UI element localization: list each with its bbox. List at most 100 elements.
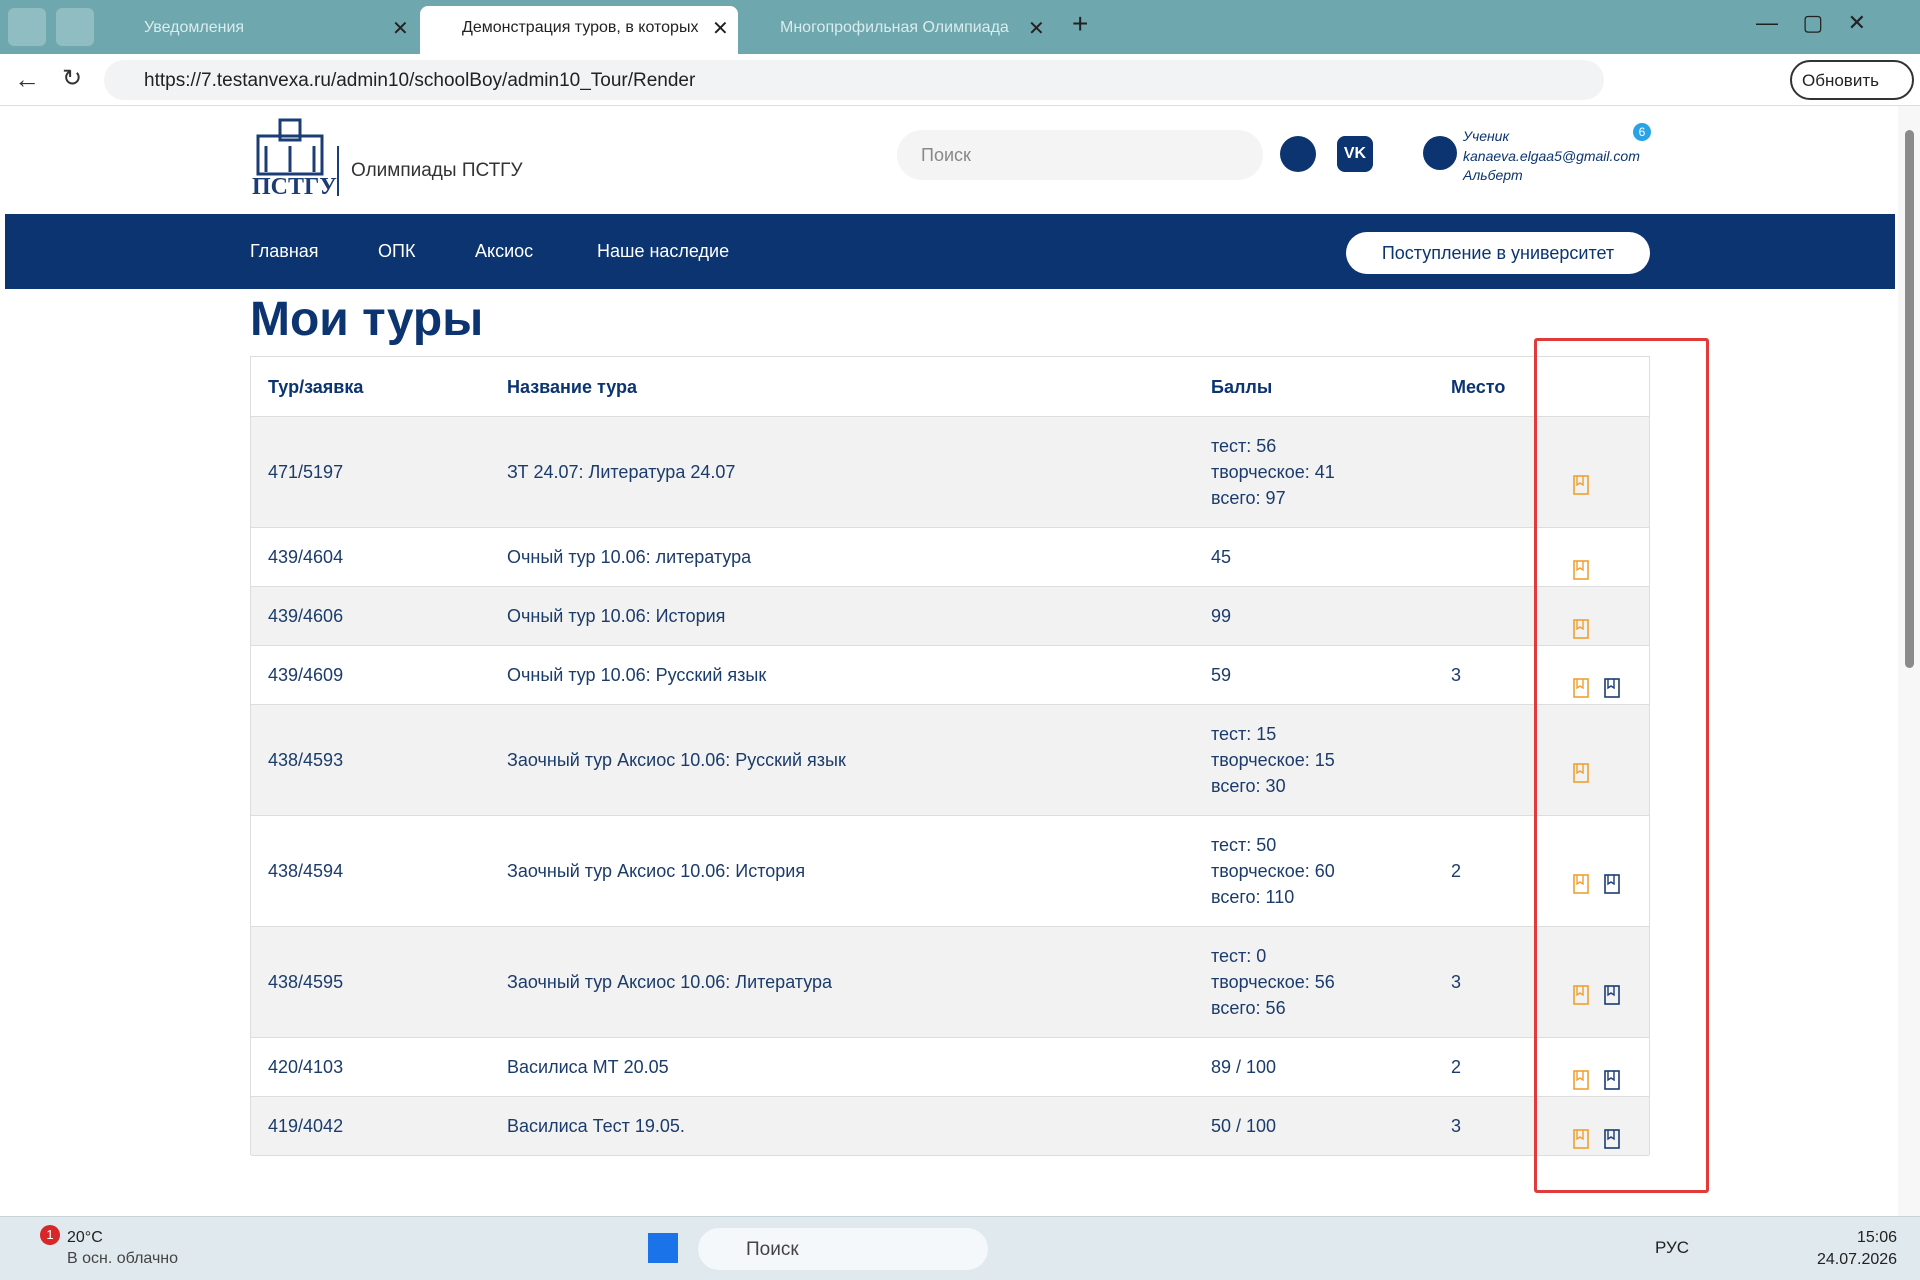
score-line: всего: 56: [1211, 997, 1286, 1018]
tour-id[interactable]: 471/5197: [268, 461, 344, 482]
tour-id[interactable]: 439/4604: [268, 546, 344, 567]
column-header: Название тура: [507, 377, 638, 397]
table-header: Тур/заявка Название тура Баллы Место: [251, 357, 1649, 417]
certificate-icon[interactable]: [1603, 677, 1621, 698]
notification-badge[interactable]: 6: [1633, 123, 1651, 141]
tour-name[interactable]: Василиса Тест 19.05.: [507, 1115, 685, 1136]
search-field[interactable]: Поиск: [897, 130, 1263, 180]
table-row: 438/4595 Заочный тур Аксиос 10.06: Литера…: [251, 927, 1649, 1038]
telegram-link[interactable]: [1280, 136, 1316, 172]
tab-close[interactable]: ✕: [1028, 18, 1045, 40]
score-line: творческое: 15: [1211, 749, 1335, 770]
bookmark-icon[interactable]: [1572, 618, 1590, 639]
score-line: всего: 110: [1211, 886, 1295, 907]
start-button[interactable]: [648, 1233, 678, 1263]
tour-name[interactable]: Василиса МТ 20.05: [507, 1056, 669, 1077]
tour-id[interactable]: 438/4594: [268, 860, 344, 881]
score-line: творческое: 56: [1211, 971, 1335, 992]
tab-active[interactable]: Демонстрация туров, в которых ✕: [420, 6, 738, 54]
clock-time: 15:06: [1857, 1229, 1898, 1246]
score-line: тест: 0: [1211, 945, 1267, 966]
tour-id[interactable]: 438/4593: [268, 749, 344, 770]
column-header: Место: [1451, 377, 1506, 397]
table-row: 471/5197 ЗТ 24.07: Литература 24.07 тест: …: [251, 417, 1649, 528]
user-avatar[interactable]: [1423, 136, 1457, 170]
tab-close[interactable]: ✕: [712, 18, 729, 40]
tab-close[interactable]: ✕: [392, 18, 409, 40]
score-line: 45: [1211, 546, 1232, 567]
certificate-icon[interactable]: [1603, 1069, 1621, 1090]
update-button[interactable]: Обновить: [1790, 60, 1914, 100]
tour-name[interactable]: Очный тур 10.06: литература: [507, 546, 752, 567]
workspaces[interactable]: [56, 8, 94, 46]
tab[interactable]: Уведомления ✕: [106, 6, 416, 50]
score-line: тест: 56: [1211, 435, 1277, 456]
tour-id[interactable]: 419/4042: [268, 1115, 344, 1136]
tour-name[interactable]: Заочный тур Аксиос 10.06: История: [507, 860, 806, 881]
tour-name[interactable]: Заочный тур Аксиос 10.06: Литература: [507, 971, 833, 992]
bookmark-icon[interactable]: [1572, 677, 1590, 698]
bookmark-icon[interactable]: [1572, 474, 1590, 495]
tab-menu[interactable]: [8, 8, 46, 46]
bookmark-icon[interactable]: [1572, 984, 1590, 1005]
place: 3: [1451, 971, 1462, 992]
certificate-icon[interactable]: [1603, 984, 1621, 1005]
score-line: 59: [1211, 664, 1232, 685]
nav-item[interactable]: Аксиос: [475, 241, 534, 261]
score-line: всего: 97: [1211, 487, 1286, 508]
divider: [337, 146, 339, 196]
nav-item[interactable]: Наше наследие: [597, 241, 730, 261]
tour-id[interactable]: 439/4609: [268, 664, 344, 685]
certificate-icon[interactable]: [1603, 873, 1621, 894]
highlight-box: [1534, 338, 1709, 1193]
score-line: тест: 15: [1211, 723, 1277, 744]
certificate-icon[interactable]: [1603, 1128, 1621, 1149]
scroll-thumb[interactable]: [1905, 130, 1914, 668]
tour-name[interactable]: Заочный тур Аксиос 10.06: Русский язык: [507, 749, 846, 770]
score-line: тест: 50: [1211, 834, 1277, 855]
tour-name[interactable]: Очный тур 10.06: Русский язык: [507, 664, 767, 685]
bookmark-icon[interactable]: [1572, 873, 1590, 894]
place: 2: [1451, 1056, 1462, 1077]
tab-title: Многопрофильная Олимпиада: [780, 19, 1009, 36]
admission-button[interactable]: Поступление в университет: [1346, 232, 1650, 274]
tour-id[interactable]: 439/4606: [268, 605, 344, 626]
nav-item[interactable]: ОПК: [378, 241, 416, 261]
table-row: 420/4103 Василиса МТ 20.05 89 / 100 2: [251, 1038, 1649, 1097]
taskbar-search[interactable]: Поиск: [698, 1228, 988, 1270]
tour-name[interactable]: Очный тур 10.06: История: [507, 605, 726, 626]
score-line: 89 / 100: [1211, 1056, 1277, 1077]
search-placeholder: Поиск: [921, 145, 971, 165]
page-title: Мои туры: [250, 293, 484, 346]
score-line: творческое: 41: [1211, 461, 1335, 482]
window-controls[interactable]: — ▢ ✕: [1756, 10, 1867, 35]
tour-id[interactable]: 438/4595: [268, 971, 344, 992]
reload-button[interactable]: ↻: [62, 65, 83, 92]
bookmark-icon[interactable]: [1572, 559, 1590, 580]
table-row: 438/4593 Заочный тур Аксиос 10.06: Русски…: [251, 705, 1649, 816]
tour-name[interactable]: ЗТ 24.07: Литература 24.07: [507, 461, 736, 482]
place: 2: [1451, 860, 1462, 881]
nav-bar: Главная ОПК Аксиос Наше наследие Поступл…: [5, 214, 1895, 289]
scrollbar[interactable]: [1898, 106, 1920, 1216]
table-row: 439/4606 Очный тур 10.06: История 99: [251, 587, 1649, 646]
language[interactable]: РУС: [1655, 1238, 1690, 1257]
tab-title: Демонстрация туров, в которых: [462, 19, 698, 36]
nav-item[interactable]: Главная: [250, 241, 319, 261]
logo-text: ПСТГУ: [252, 174, 337, 200]
tour-id[interactable]: 420/4103: [268, 1056, 344, 1077]
bookmark-icon[interactable]: [1572, 1069, 1590, 1090]
place: 3: [1451, 664, 1462, 685]
back-button[interactable]: ←: [14, 64, 40, 94]
table-row: 438/4594 Заочный тур Аксиос 10.06: Истори…: [251, 816, 1649, 927]
vk-link[interactable]: VK: [1337, 136, 1373, 172]
column-header: Баллы: [1211, 377, 1273, 397]
address-bar[interactable]: https://7.testanvexa.ru/admin10/schoolBo…: [104, 60, 1604, 100]
update-label: Обновить: [1802, 71, 1879, 90]
new-tab[interactable]: +: [1072, 8, 1089, 39]
tab[interactable]: Многопрофильная Олимпиада ✕: [742, 6, 1052, 50]
weather: В осн. облачно: [67, 1250, 179, 1267]
bookmark-icon[interactable]: [1572, 762, 1590, 783]
bookmark-icon[interactable]: [1572, 1128, 1590, 1149]
